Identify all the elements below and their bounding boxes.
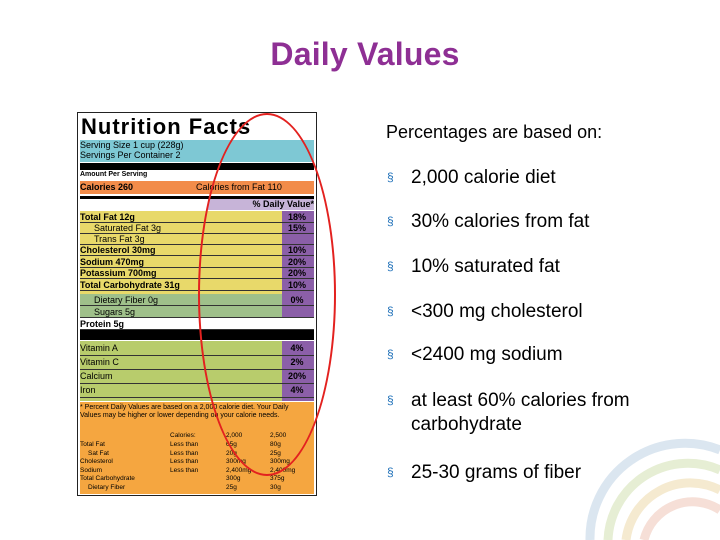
nutrient-divider: [80, 317, 314, 318]
nutrient-divider: [80, 329, 314, 330]
nutrient-divider: [80, 255, 314, 256]
nutrient-divider: [80, 278, 314, 279]
nutrient-divider: [80, 267, 314, 268]
thick-divider-2: [80, 330, 314, 340]
nutrient-row: Total Carbohydrate 31g: [80, 280, 180, 290]
table-cell: Total Carbohydrate: [80, 475, 135, 482]
arc-4: [639, 497, 720, 540]
bullet-text: at least 60% calories from carbohydrate: [411, 390, 630, 435]
nutrient-divider: [80, 233, 314, 234]
table-cell: Cholesterol: [80, 458, 113, 465]
highlight-ellipse: [198, 113, 336, 476]
table-cell: Less than: [170, 441, 199, 448]
calories: Calories 260: [80, 182, 134, 192]
nutrient-row: Dietary Fiber 0g: [94, 295, 159, 305]
table-cell: Sodium: [80, 466, 103, 474]
vitamin-divider: [80, 355, 314, 356]
nutrient-divider: [80, 290, 314, 291]
nutrient-row: Total Fat 12g: [80, 212, 135, 222]
table-cell: 2,400mg: [226, 466, 252, 474]
bullet-marker: §: [387, 170, 394, 184]
nutrient-row: Potassium 700mg: [80, 268, 157, 278]
bullet-text: <2400 mg sodium: [411, 344, 563, 365]
bullet-marker: §: [387, 214, 394, 228]
bullet-heading: Percentages are based on:: [386, 122, 603, 142]
vitamin-row: Iron: [80, 385, 96, 395]
serving-size: Serving Size 1 cup (228g): [80, 140, 184, 150]
nutrient-row: Protein 5g: [80, 319, 125, 329]
nutrient-row: Trans Fat 3g: [94, 234, 145, 244]
slide-title: Daily Values: [270, 36, 460, 72]
bullet-marker: §: [387, 347, 394, 361]
table-cell: 25g: [226, 483, 237, 491]
footnote: * Percent Daily Values are based on a 2,…: [80, 404, 289, 419]
table-cell: Total Fat: [80, 441, 105, 448]
divider: [80, 196, 314, 199]
vitamin-divider: [80, 369, 314, 370]
bullet-text: 30% calories from fat: [411, 211, 590, 232]
vitamin-row: Vitamin C: [80, 357, 119, 367]
arc-1: [585, 438, 720, 540]
nutrient-row: Sugars 5g: [94, 307, 136, 317]
table-cell: Less than: [170, 449, 199, 457]
vitamin-divider: [80, 383, 314, 384]
bullet-marker: §: [387, 259, 394, 273]
vitamin-row: Calcium: [80, 371, 113, 381]
arc-3: [621, 478, 720, 540]
table-cell: Dietary Fiber: [88, 483, 126, 491]
vitamin-row: Vitamin A: [80, 343, 118, 353]
decorative-arcs: [585, 438, 720, 540]
table-cell: Less than: [170, 466, 199, 474]
nutrient-divider: [80, 244, 314, 245]
nutrient-row: Saturated Fat 3g: [94, 223, 162, 233]
table-cell: 375g: [270, 475, 285, 482]
bullet-text: 10% saturated fat: [411, 256, 560, 277]
table-cell: 20g: [226, 449, 237, 457]
table-cell: Less than: [170, 458, 199, 465]
nutrient-row: Sodium 470mg: [80, 257, 145, 267]
table-header-cell: Calories:: [170, 432, 196, 439]
nutrition-facts-title: Nutrition Facts: [81, 114, 252, 139]
table-cell: 30g: [270, 483, 281, 491]
nutrient-divider: [80, 305, 314, 306]
nutrient-row: Cholesterol 30mg: [80, 245, 156, 255]
table-cell: 300g: [226, 475, 241, 482]
amount-per-serving: Amount Per Serving: [80, 171, 148, 178]
bullet-text: 25-30 grams of fiber: [411, 462, 582, 483]
vitamin-divider: [80, 397, 314, 398]
bullet-marker: §: [387, 465, 394, 479]
bullet-text: <300 mg cholesterol: [411, 301, 583, 322]
nutrient-divider: [80, 222, 314, 223]
table-cell: 300mg: [226, 458, 246, 465]
table-cell: Sat Fat: [88, 449, 109, 457]
thick-divider: [80, 163, 314, 170]
bullet-marker: §: [387, 304, 394, 318]
servings-per-container: Servings Per Container 2: [80, 150, 181, 160]
bullet-marker: §: [387, 393, 394, 407]
arc-2: [603, 458, 720, 540]
bullet-text: 2,000 calorie diet: [411, 167, 556, 188]
